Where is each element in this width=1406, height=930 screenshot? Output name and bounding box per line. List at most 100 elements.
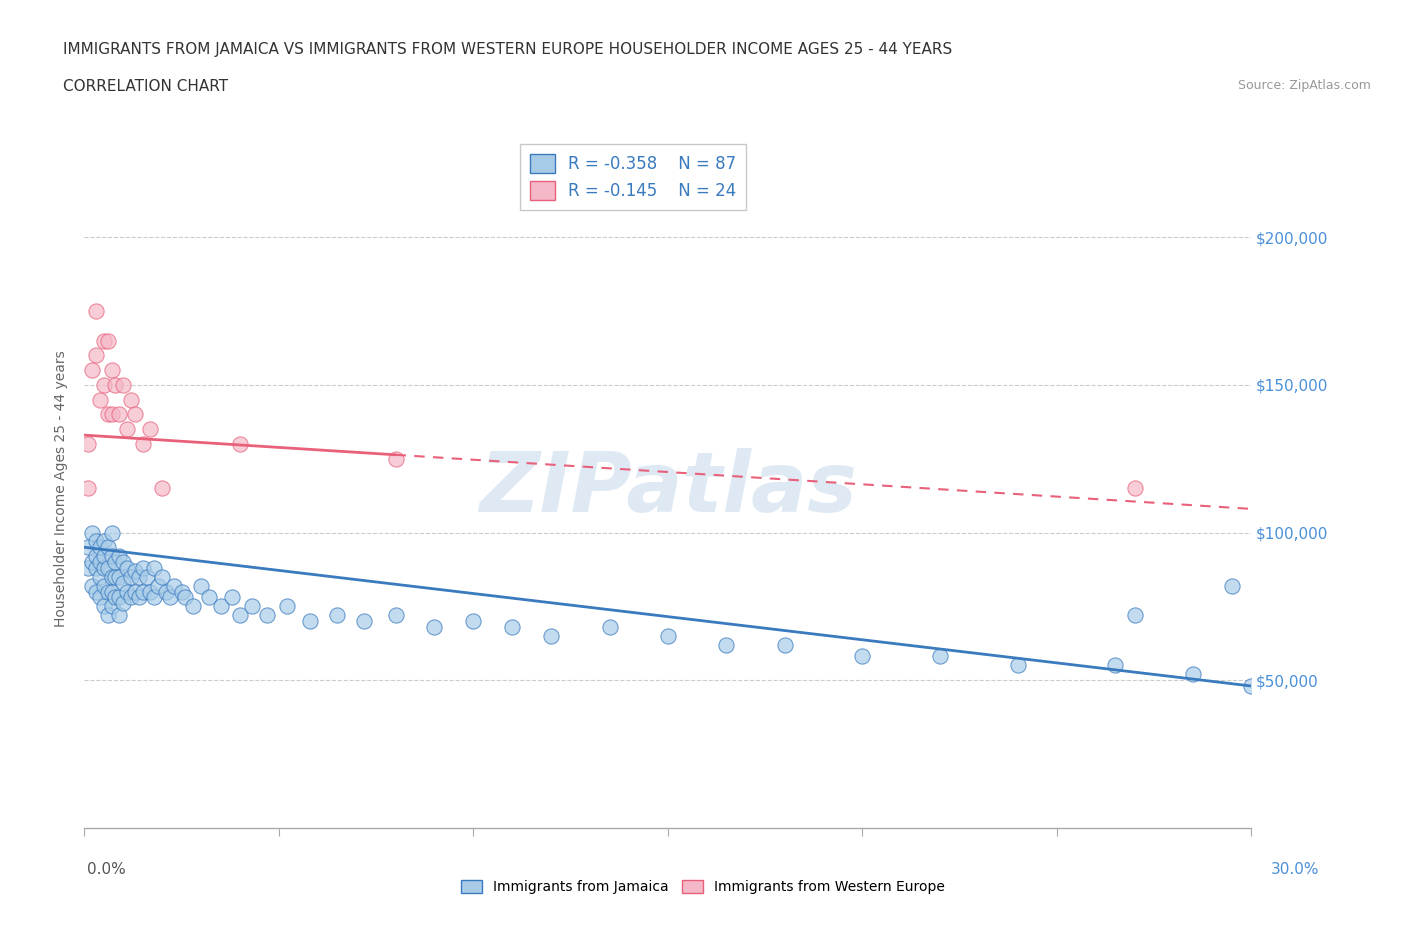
Point <box>353 614 375 629</box>
Point <box>1123 481 1146 496</box>
Point <box>108 549 131 564</box>
Point <box>82 578 104 593</box>
Legend: Immigrants from Jamaica, Immigrants from Western Europe: Immigrants from Jamaica, Immigrants from… <box>456 875 950 900</box>
Point <box>89 554 111 569</box>
Point <box>1123 607 1146 622</box>
Point <box>276 599 298 614</box>
Point <box>384 607 406 622</box>
Point <box>150 481 173 496</box>
Point <box>170 584 193 599</box>
Point <box>100 407 122 422</box>
Point <box>93 378 115 392</box>
Text: 30.0%: 30.0% <box>1271 862 1319 877</box>
Point <box>463 614 485 629</box>
Point <box>93 549 115 564</box>
Point <box>198 590 221 604</box>
Point <box>89 539 111 554</box>
Point <box>97 584 120 599</box>
Point <box>163 578 186 593</box>
Point <box>1104 658 1126 672</box>
Point <box>93 333 115 348</box>
Point <box>97 561 120 576</box>
Y-axis label: Householder Income Ages 25 - 44 years: Householder Income Ages 25 - 44 years <box>55 350 69 627</box>
Point <box>120 392 142 407</box>
Point <box>181 599 204 614</box>
Point <box>221 590 243 604</box>
Point <box>155 584 177 599</box>
Text: CORRELATION CHART: CORRELATION CHART <box>63 79 228 94</box>
Point <box>135 569 157 584</box>
Point <box>93 561 115 576</box>
Point <box>84 549 107 564</box>
Point <box>77 436 100 451</box>
Point <box>89 590 111 604</box>
Point <box>93 578 115 593</box>
Point <box>190 578 212 593</box>
Point <box>97 333 120 348</box>
Point <box>97 407 120 422</box>
Point <box>82 363 104 378</box>
Point <box>120 590 142 604</box>
Point <box>657 629 679 644</box>
Point <box>89 569 111 584</box>
Point <box>128 590 150 604</box>
Point <box>77 561 100 576</box>
Point <box>1220 578 1243 593</box>
Point <box>100 584 122 599</box>
Point <box>148 578 170 593</box>
Point <box>256 607 278 622</box>
Point <box>139 422 162 437</box>
Point <box>120 569 142 584</box>
Point <box>89 392 111 407</box>
Point <box>112 576 135 591</box>
Point <box>929 649 952 664</box>
Point <box>143 561 166 576</box>
Point <box>100 525 122 540</box>
Point <box>423 619 446 634</box>
Point <box>108 607 131 622</box>
Point <box>104 554 127 569</box>
Point <box>115 561 138 576</box>
Point <box>97 607 120 622</box>
Point <box>1007 658 1029 672</box>
Text: ZIPatlas: ZIPatlas <box>479 447 856 529</box>
Point <box>104 378 127 392</box>
Point <box>84 348 107 363</box>
Text: 0.0%: 0.0% <box>87 862 127 877</box>
Point <box>209 599 232 614</box>
Point <box>77 539 100 554</box>
Point <box>82 554 104 569</box>
Point <box>501 619 523 634</box>
Text: Source: ZipAtlas.com: Source: ZipAtlas.com <box>1237 79 1371 92</box>
Point <box>124 407 146 422</box>
Point <box>100 363 122 378</box>
Point <box>77 481 100 496</box>
Point <box>124 564 146 578</box>
Point <box>112 596 135 611</box>
Point <box>1181 667 1204 682</box>
Point <box>143 590 166 604</box>
Point <box>84 561 107 576</box>
Point <box>84 584 107 599</box>
Point <box>1240 679 1263 694</box>
Point <box>229 607 252 622</box>
Point <box>82 525 104 540</box>
Point <box>159 590 181 604</box>
Legend: R = -0.358    N = 87, R = -0.145    N = 24: R = -0.358 N = 87, R = -0.145 N = 24 <box>520 143 747 210</box>
Point <box>97 539 120 554</box>
Point <box>128 569 150 584</box>
Point <box>326 607 349 622</box>
Point <box>100 569 122 584</box>
Point <box>104 569 127 584</box>
Point <box>93 534 115 549</box>
Point <box>124 584 146 599</box>
Point <box>229 436 252 451</box>
Point <box>298 614 321 629</box>
Point <box>240 599 263 614</box>
Point <box>139 584 162 599</box>
Point <box>100 599 122 614</box>
Point <box>851 649 873 664</box>
Text: IMMIGRANTS FROM JAMAICA VS IMMIGRANTS FROM WESTERN EUROPE HOUSEHOLDER INCOME AGE: IMMIGRANTS FROM JAMAICA VS IMMIGRANTS FR… <box>63 42 952 57</box>
Point <box>115 584 138 599</box>
Point <box>93 599 115 614</box>
